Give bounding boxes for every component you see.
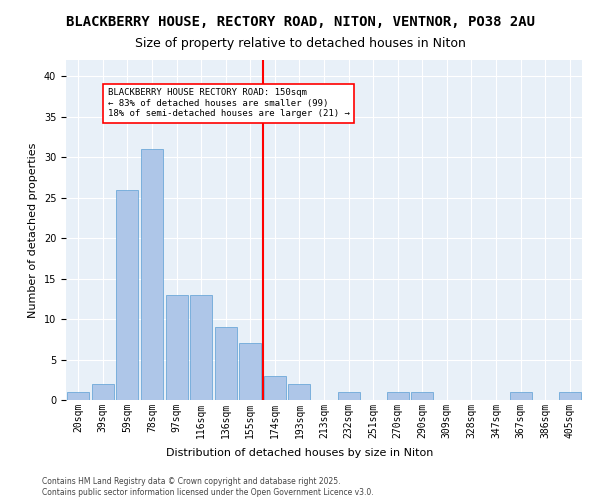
Bar	[116, 190, 139, 400]
Bar	[166, 295, 188, 400]
Bar	[559, 392, 581, 400]
Bar	[509, 392, 532, 400]
Bar	[239, 344, 262, 400]
Bar	[264, 376, 286, 400]
Bar	[92, 384, 114, 400]
Text: Distribution of detached houses by size in Niton: Distribution of detached houses by size …	[166, 448, 434, 458]
Bar	[67, 392, 89, 400]
Y-axis label: Number of detached properties: Number of detached properties	[28, 142, 38, 318]
Bar	[411, 392, 433, 400]
Text: Size of property relative to detached houses in Niton: Size of property relative to detached ho…	[134, 38, 466, 51]
Bar	[215, 327, 237, 400]
Bar	[338, 392, 359, 400]
Bar	[141, 149, 163, 400]
Bar	[289, 384, 310, 400]
Text: BLACKBERRY HOUSE RECTORY ROAD: 150sqm
← 83% of detached houses are smaller (99)
: BLACKBERRY HOUSE RECTORY ROAD: 150sqm ← …	[108, 88, 350, 118]
Text: BLACKBERRY HOUSE, RECTORY ROAD, NITON, VENTNOR, PO38 2AU: BLACKBERRY HOUSE, RECTORY ROAD, NITON, V…	[65, 15, 535, 29]
Bar	[190, 295, 212, 400]
Bar	[386, 392, 409, 400]
Text: Contains HM Land Registry data © Crown copyright and database right 2025.
Contai: Contains HM Land Registry data © Crown c…	[42, 478, 374, 497]
